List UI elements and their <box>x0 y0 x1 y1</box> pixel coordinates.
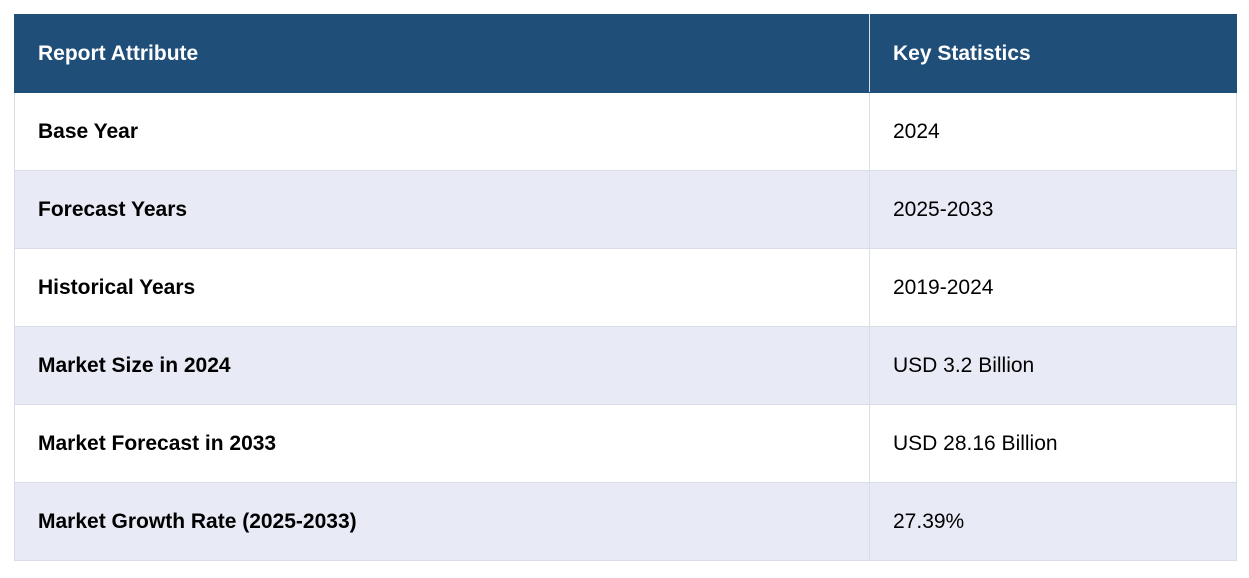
header-report-attribute: Report Attribute <box>14 14 870 93</box>
header-key-statistics: Key Statistics <box>869 14 1237 93</box>
report-table: Report Attribute Key Statistics Base Yea… <box>14 14 1237 561</box>
table-header: Report Attribute Key Statistics <box>14 14 1237 93</box>
row-value: 27.39% <box>869 482 1237 561</box>
table-body: Base Year 2024 Forecast Years 2025-2033 … <box>14 92 1237 561</box>
table-row: Market Forecast in 2033 USD 28.16 Billio… <box>14 404 1237 483</box>
row-attribute: Market Size in 2024 <box>14 326 870 405</box>
row-attribute: Historical Years <box>14 248 870 327</box>
row-value: USD 3.2 Billion <box>869 326 1237 405</box>
row-attribute: Forecast Years <box>14 170 870 249</box>
row-attribute: Base Year <box>14 92 870 171</box>
row-value: USD 28.16 Billion <box>869 404 1237 483</box>
table-row: Historical Years 2019-2024 <box>14 248 1237 327</box>
table-row: Base Year 2024 <box>14 92 1237 171</box>
row-attribute: Market Growth Rate (2025-2033) <box>14 482 870 561</box>
table-row: Forecast Years 2025-2033 <box>14 170 1237 249</box>
header-row: Report Attribute Key Statistics <box>14 14 1237 93</box>
table-row: Market Size in 2024 USD 3.2 Billion <box>14 326 1237 405</box>
row-value: 2025-2033 <box>869 170 1237 249</box>
row-attribute: Market Forecast in 2033 <box>14 404 870 483</box>
row-value: 2024 <box>869 92 1237 171</box>
row-value: 2019-2024 <box>869 248 1237 327</box>
table-row: Market Growth Rate (2025-2033) 27.39% <box>14 482 1237 561</box>
